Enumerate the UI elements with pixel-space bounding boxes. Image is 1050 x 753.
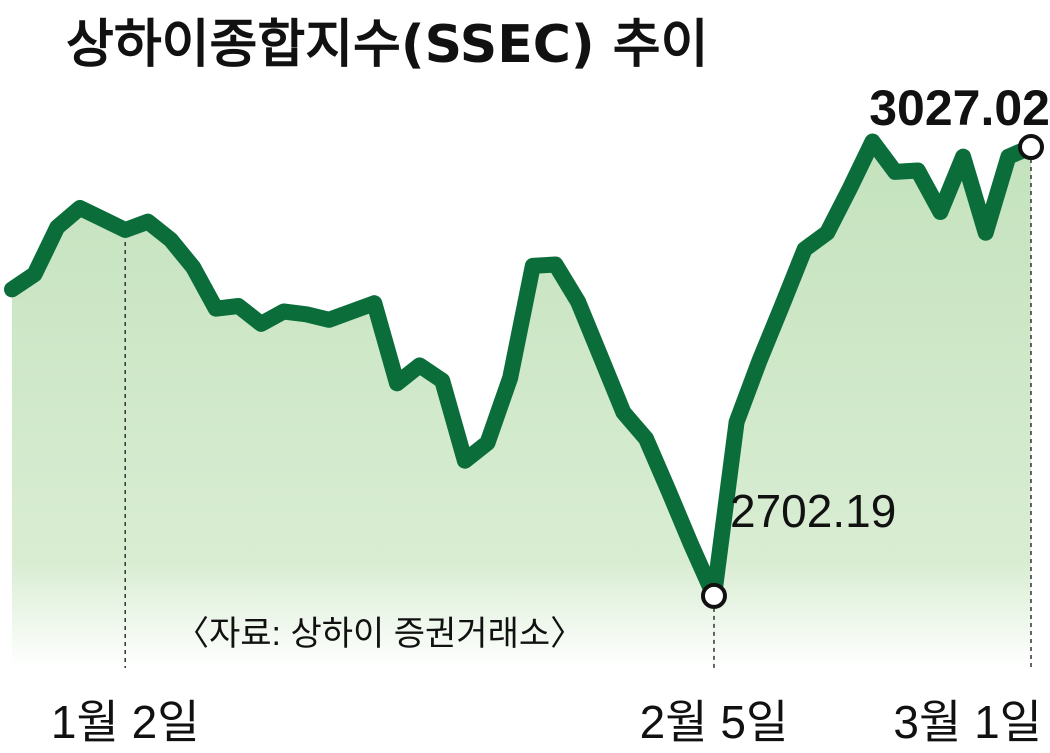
series-line (4, 133, 1039, 604)
markers (700, 134, 1044, 609)
x-tick-label-1: 2월 5일 (640, 696, 789, 748)
low-value-label: 2702.19 (730, 485, 896, 537)
x-tick-label-0: 1월 2일 (51, 696, 200, 748)
plot-area (12, 141, 1031, 668)
series-line-group (4, 133, 1039, 604)
area-fill (12, 141, 1031, 668)
x-axis-ticks: 1월 2일 2월 5일 3월 1일 (51, 696, 1042, 748)
low-point-marker (700, 582, 727, 609)
chart-title: 상하이종합지수(SSEC) 추이 (66, 15, 708, 75)
guide-lines (124, 159, 1032, 668)
x-tick-label-2: 3월 1일 (893, 696, 1042, 748)
source-note: 〈자료: 상하이 증권거래소〉 (175, 615, 584, 653)
high-point-marker (1018, 134, 1044, 161)
high-value-label: 3027.02 (869, 80, 1050, 136)
